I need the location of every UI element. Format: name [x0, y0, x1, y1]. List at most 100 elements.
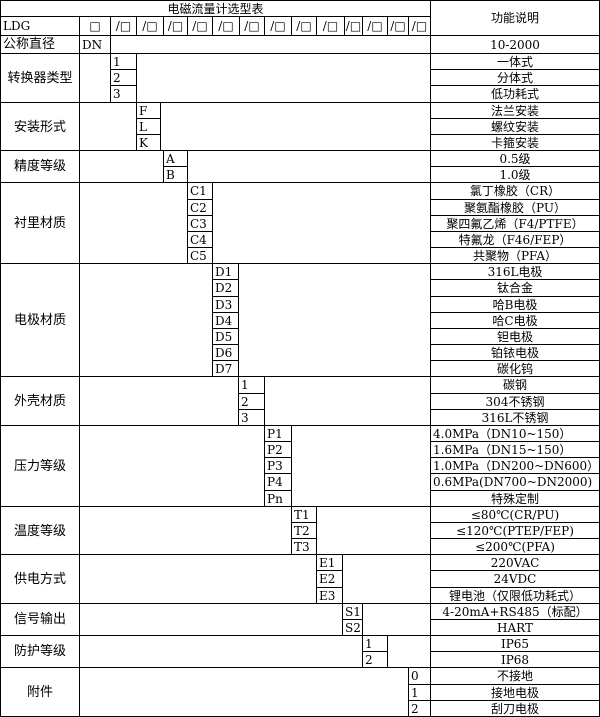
option-description: 220VAC: [430, 554, 600, 571]
option-code: E2: [316, 570, 343, 588]
model-code-box: /□: [408, 16, 431, 36]
option-code: D5: [212, 328, 239, 345]
model-code-box: /□: [316, 16, 345, 36]
group-label: 电极材质: [0, 263, 80, 377]
option-description: 共聚物（PFA）: [430, 247, 600, 264]
model-code-box: /□: [187, 16, 213, 36]
option-description: IP65: [430, 635, 600, 652]
option-description: 1.0MPa（DN200~DN600）: [430, 457, 600, 474]
blank-cell: [110, 35, 431, 54]
option-code: D1: [212, 263, 239, 280]
blank-cell: [79, 150, 164, 183]
option-code: 3: [110, 85, 137, 103]
option-description: 碳化钨: [430, 360, 600, 377]
option-description: 钽电极: [430, 328, 600, 345]
model-code-box: /□: [387, 16, 409, 36]
blank-cell: [79, 603, 343, 636]
option-description: 1.0级: [430, 166, 600, 183]
group-label: 防护等级: [0, 635, 80, 668]
blank-cell: [79, 53, 111, 103]
blank-cell: [238, 263, 431, 377]
group-label: 转换器类型: [0, 53, 80, 103]
option-description: 氯丁橡胶（CR）: [430, 182, 600, 200]
model-code-box: /□: [362, 16, 388, 36]
blank-cell: [316, 506, 431, 556]
option-description: 刮刀电极: [430, 700, 600, 717]
option-code: D4: [212, 312, 239, 329]
option-code: 2: [238, 393, 265, 410]
option-description: 聚四氟乙烯（F4/PTFE）: [430, 215, 600, 232]
option-code: A: [163, 150, 188, 167]
option-description: 碳钢: [430, 376, 600, 394]
group-label: 安装形式: [0, 102, 80, 152]
option-description: 卡箍安装: [430, 134, 600, 151]
blank-cell: [79, 635, 363, 668]
blank-cell: [79, 263, 213, 377]
blank-cell: [342, 554, 431, 604]
nominal-diameter-label: 公称直径: [0, 35, 80, 54]
model-code-box: /□: [264, 16, 292, 36]
option-code: T1: [291, 506, 317, 523]
option-description: 低功耗式: [430, 85, 600, 103]
option-code: C2: [187, 199, 213, 216]
option-code: 2: [408, 700, 431, 717]
option-description: 4-20mA+RS485（标配）: [430, 603, 600, 620]
option-code: D3: [212, 296, 239, 313]
blank-cell: [291, 425, 431, 507]
description-header: 功能说明: [430, 0, 600, 36]
option-description: 哈B电极: [430, 296, 600, 313]
model-prefix: LDG: [0, 16, 80, 36]
option-code: C5: [187, 247, 213, 264]
nominal-diameter-description: 10-2000: [430, 35, 600, 54]
option-description: ≤80℃(CR/PU): [430, 506, 600, 523]
option-code: D6: [212, 344, 239, 361]
option-description: ≤120℃(PTEP/FEP): [430, 522, 600, 539]
option-description: 接地电极: [430, 684, 600, 701]
blank-cell: [187, 150, 431, 183]
model-code-box: /□: [291, 16, 317, 36]
option-code: K: [136, 134, 161, 151]
blank-cell: [79, 425, 265, 507]
option-description: 特氟龙（F46/FEP）: [430, 231, 600, 248]
model-code-box: /□: [163, 16, 188, 36]
option-code: C4: [187, 231, 213, 248]
nominal-diameter-code: DN: [79, 35, 111, 54]
model-code-box: /□: [344, 16, 363, 36]
option-description: 316L不锈钢: [430, 409, 600, 426]
model-code-box: /□: [239, 16, 265, 36]
option-code: 1: [408, 684, 431, 701]
option-code: 0: [408, 667, 431, 685]
option-description: 哈C电极: [430, 312, 600, 329]
model-code-box: □: [79, 16, 111, 36]
option-code: P2: [264, 441, 292, 458]
group-label: 压力等级: [0, 425, 80, 507]
option-code: F: [136, 102, 161, 119]
option-description: 螺纹安装: [430, 118, 600, 135]
model-code-box: /□: [136, 16, 164, 36]
option-description: 24VDC: [430, 570, 600, 588]
option-description: 0.5级: [430, 150, 600, 167]
blank-cell: [387, 635, 431, 668]
option-description: 铂铱电极: [430, 344, 600, 361]
blank-cell: [79, 506, 292, 556]
option-code: P3: [264, 457, 292, 474]
option-code: S2: [342, 619, 363, 636]
blank-cell: [79, 102, 137, 152]
option-description: ≤200℃(PFA): [430, 538, 600, 555]
blank-cell: [79, 667, 409, 717]
blank-cell: [362, 603, 431, 636]
option-code: P1: [264, 425, 292, 442]
option-description: 316L电极: [430, 263, 600, 280]
blank-cell: [79, 182, 188, 264]
option-code: S1: [342, 603, 363, 620]
option-description: 钛合金: [430, 279, 600, 297]
option-code: D7: [212, 360, 239, 377]
option-description: 不接地: [430, 667, 600, 685]
group-label: 精度等级: [0, 150, 80, 183]
option-description: 一体式: [430, 53, 600, 70]
option-description: 4.0MPa（DN10~150）: [430, 425, 600, 442]
option-description: 法兰安装: [430, 102, 600, 119]
option-code: B: [163, 166, 188, 183]
option-code: T2: [291, 522, 317, 539]
group-label: 供电方式: [0, 554, 80, 604]
